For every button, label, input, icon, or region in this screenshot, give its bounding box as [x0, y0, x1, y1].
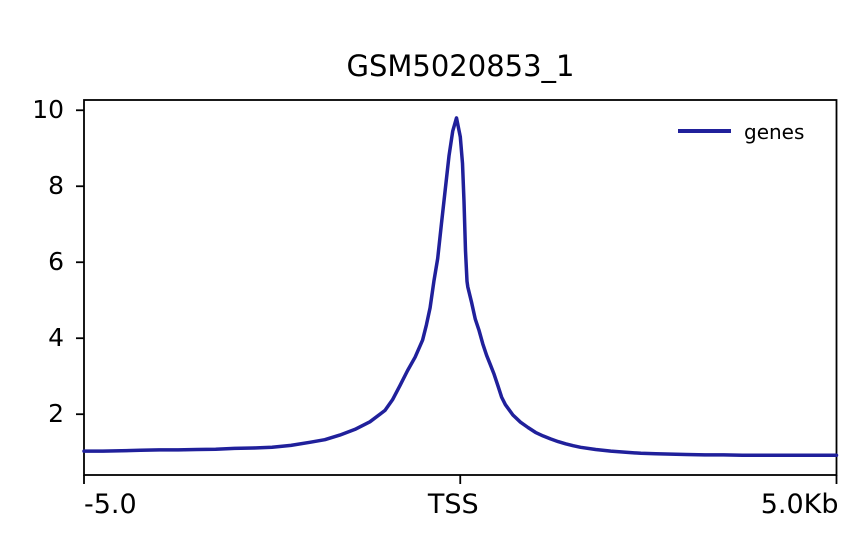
- legend-label: genes: [744, 120, 805, 144]
- x-tick-label: TSS: [427, 489, 479, 520]
- profile-line-genes: [82, 116, 839, 457]
- plot-title: GSM5020853_1: [346, 49, 575, 83]
- y-tick-label: 2: [48, 399, 64, 429]
- x-tick-label: 5.0Kb: [760, 489, 839, 520]
- y-tick-label: 8: [48, 171, 64, 201]
- y-tick-label: 10: [32, 95, 64, 125]
- x-tick-label: -5.0: [84, 489, 137, 520]
- legend: genes: [744, 122, 804, 142]
- y-tick-label: 6: [48, 247, 64, 277]
- y-tick-label: 4: [48, 323, 64, 353]
